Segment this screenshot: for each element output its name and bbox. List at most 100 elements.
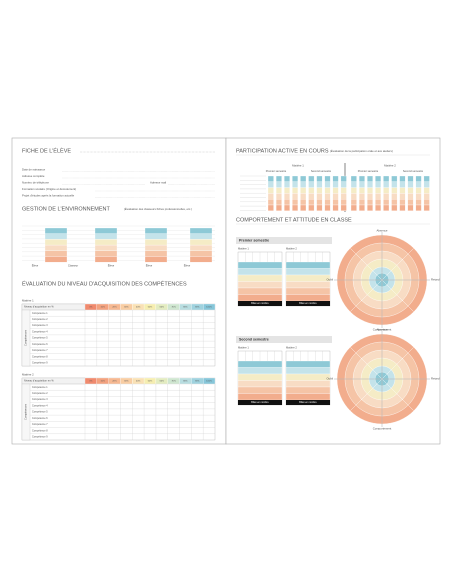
column-cell xyxy=(367,181,373,188)
column-cell xyxy=(324,175,331,182)
column-cell xyxy=(300,193,307,200)
section-title: PARTICIPATION ACTIVE EN COURS xyxy=(236,148,329,154)
column-cell xyxy=(275,199,282,206)
level-label: 60% xyxy=(160,307,164,309)
column-cell xyxy=(391,204,398,211)
grid-label: Matière 2 xyxy=(286,247,297,251)
summary-bar xyxy=(238,400,282,405)
row-label: Compétence 2 xyxy=(32,318,48,321)
column-cell xyxy=(324,193,331,200)
column-cell xyxy=(316,175,323,182)
bar-segment xyxy=(189,233,213,240)
column-cell xyxy=(350,175,357,182)
level-label: 20% xyxy=(112,381,116,383)
level-label: 40% xyxy=(136,307,140,309)
column-cell xyxy=(399,187,406,194)
summary-bar xyxy=(286,301,330,306)
column-cell xyxy=(340,181,347,188)
field-label: Date de naissance xyxy=(22,168,46,172)
semester-label: Premier semestre xyxy=(358,169,379,173)
column-cell xyxy=(367,204,373,211)
column-cell xyxy=(415,193,422,200)
column-cell xyxy=(308,181,315,188)
column-cell xyxy=(399,181,406,188)
column-cell xyxy=(399,204,406,211)
grid-band xyxy=(237,261,283,269)
column-cell xyxy=(324,204,331,211)
column-cell xyxy=(350,199,357,206)
grid-band xyxy=(237,386,283,394)
grid-band xyxy=(237,367,283,375)
column-cell xyxy=(284,193,290,200)
column-cell xyxy=(267,204,274,211)
side-cell xyxy=(21,309,31,367)
row-label: Compétence 4 xyxy=(32,330,48,333)
column-cell xyxy=(350,181,357,188)
rule xyxy=(381,248,414,281)
column-cell xyxy=(391,193,398,200)
section-note: (Évaluation de la participation orale et… xyxy=(330,148,393,153)
row-label: Compétence 9 xyxy=(32,362,48,365)
column-cell xyxy=(391,181,398,188)
summary-bar xyxy=(286,400,330,405)
grid-band xyxy=(285,373,331,381)
bar-segment xyxy=(94,250,118,257)
column-cell xyxy=(391,187,398,194)
level-label: 80% xyxy=(183,307,187,309)
bar-segment xyxy=(144,227,168,234)
column-cell xyxy=(267,187,274,194)
column-cell xyxy=(375,175,382,182)
row-label: Compétence 5 xyxy=(32,337,48,340)
bar-segment xyxy=(189,244,213,251)
grid-label: Matière 1 xyxy=(238,346,249,350)
column-cell xyxy=(367,193,373,200)
section-title: COMPORTEMENT ET ATTITUDE EN CLASSE xyxy=(236,217,352,223)
column-cell xyxy=(375,181,382,188)
column-cell xyxy=(316,181,323,188)
bar-segment xyxy=(144,250,168,257)
level-label: 100% xyxy=(206,307,212,309)
column-cell xyxy=(415,204,422,211)
bar-segment xyxy=(44,227,68,234)
column-cell xyxy=(383,187,390,194)
radar-label: Oubli xyxy=(326,377,333,381)
rule xyxy=(381,347,414,380)
semester-title: Premier semestre xyxy=(239,239,269,243)
column-cell xyxy=(308,199,315,206)
field-label: Projet d'études après la formation actue… xyxy=(22,194,75,198)
column-cell xyxy=(332,175,339,182)
grid-band xyxy=(285,281,331,289)
column-cell xyxy=(267,199,274,206)
column-cell xyxy=(332,204,339,211)
column-cell xyxy=(308,204,315,211)
grid-band xyxy=(285,393,331,401)
header-label: Niveau d'acquisition en % xyxy=(24,379,54,383)
radar-label: Retard xyxy=(431,278,440,282)
column-cell xyxy=(332,181,339,188)
column-cell xyxy=(407,193,414,200)
field-label: Adresse complète xyxy=(22,174,45,178)
column-cell xyxy=(399,175,406,182)
column-cell xyxy=(324,181,331,188)
column-cell xyxy=(350,187,357,194)
column-cell xyxy=(292,187,299,194)
field-label: Adresse mail xyxy=(150,181,167,185)
column-cell xyxy=(267,181,274,188)
field-label: Formation scolaire (Origine et dérouleme… xyxy=(22,187,76,191)
axis-label: Élève xyxy=(184,263,191,268)
level-label: 10% xyxy=(101,307,105,309)
column-cell xyxy=(358,175,365,182)
column-cell xyxy=(324,199,331,206)
column-cell xyxy=(423,175,430,182)
level-label: 20% xyxy=(112,307,116,309)
column-cell xyxy=(407,204,414,211)
column-cell xyxy=(300,181,307,188)
section-note: (Évaluation des classeurs fiches profess… xyxy=(124,206,192,211)
bar-segment xyxy=(144,256,168,263)
field-label: Numéro de téléphone xyxy=(22,181,49,185)
row-label: Compétence 3 xyxy=(32,324,48,327)
column-cell xyxy=(340,199,347,206)
level-label: 30% xyxy=(124,381,128,383)
